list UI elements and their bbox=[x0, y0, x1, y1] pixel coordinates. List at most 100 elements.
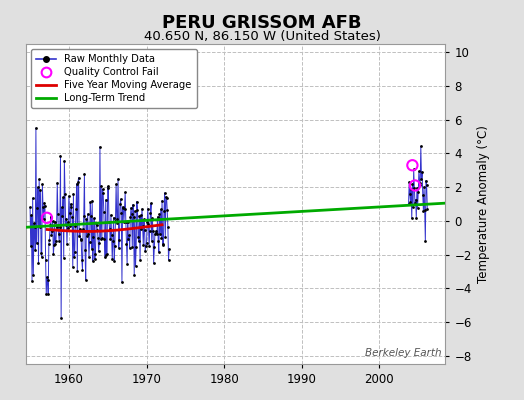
Point bbox=[147, 200, 155, 206]
Point bbox=[55, 238, 63, 244]
Point bbox=[69, 191, 78, 197]
Point bbox=[102, 252, 111, 258]
Point bbox=[140, 216, 148, 222]
Point bbox=[86, 199, 94, 205]
Point bbox=[28, 278, 36, 284]
Point bbox=[50, 219, 59, 226]
Point bbox=[114, 176, 122, 182]
Point bbox=[162, 194, 171, 201]
Point bbox=[157, 235, 166, 241]
Point bbox=[127, 211, 136, 217]
Point bbox=[40, 200, 49, 206]
Point bbox=[117, 210, 125, 216]
Point bbox=[162, 194, 170, 200]
Point bbox=[118, 204, 127, 210]
Point bbox=[41, 257, 50, 264]
Point bbox=[154, 237, 162, 244]
Point bbox=[144, 221, 152, 227]
Point bbox=[413, 204, 422, 211]
Point bbox=[405, 179, 413, 185]
Point bbox=[54, 230, 63, 237]
Point bbox=[160, 190, 169, 196]
Point bbox=[110, 258, 118, 264]
Point bbox=[150, 244, 158, 250]
Point bbox=[411, 200, 419, 207]
Point bbox=[122, 219, 130, 226]
Point bbox=[31, 247, 39, 254]
Point bbox=[146, 228, 154, 234]
Point bbox=[93, 222, 101, 229]
Point bbox=[116, 196, 125, 202]
Point bbox=[66, 210, 74, 216]
Point bbox=[57, 315, 66, 321]
Point bbox=[106, 236, 114, 242]
Point bbox=[104, 185, 113, 191]
Point bbox=[67, 201, 75, 207]
Point bbox=[81, 247, 89, 254]
Point bbox=[116, 201, 124, 208]
Point bbox=[39, 216, 48, 222]
Point bbox=[48, 228, 56, 234]
Point bbox=[411, 196, 420, 203]
Point bbox=[94, 234, 102, 241]
Point bbox=[110, 214, 118, 221]
Point bbox=[96, 236, 105, 242]
Point bbox=[72, 180, 81, 187]
Text: PERU GRISSOM AFB: PERU GRISSOM AFB bbox=[162, 14, 362, 32]
Point bbox=[100, 209, 108, 216]
Point bbox=[157, 206, 165, 213]
Point bbox=[406, 198, 414, 205]
Point bbox=[121, 189, 129, 196]
Point bbox=[138, 223, 147, 229]
Point bbox=[83, 211, 92, 217]
Point bbox=[163, 207, 171, 213]
Point bbox=[155, 249, 163, 255]
Point bbox=[156, 231, 165, 238]
Point bbox=[130, 208, 139, 214]
Point bbox=[36, 224, 44, 230]
Point bbox=[134, 233, 143, 240]
Point bbox=[408, 181, 417, 187]
Point bbox=[108, 238, 117, 244]
Point bbox=[82, 277, 90, 283]
Point bbox=[160, 208, 168, 214]
Point bbox=[100, 236, 108, 242]
Point bbox=[32, 125, 40, 131]
Point bbox=[51, 241, 60, 248]
Point bbox=[91, 251, 100, 257]
Point bbox=[75, 226, 84, 232]
Point bbox=[421, 238, 430, 244]
Point bbox=[108, 256, 116, 262]
Point bbox=[410, 166, 418, 172]
Point bbox=[105, 226, 114, 232]
Point bbox=[105, 219, 113, 226]
Point bbox=[141, 243, 150, 249]
Point bbox=[33, 204, 41, 211]
Point bbox=[73, 268, 82, 274]
Point bbox=[135, 213, 144, 220]
Point bbox=[414, 168, 423, 174]
Point bbox=[97, 235, 106, 241]
Point bbox=[143, 240, 151, 246]
Point bbox=[72, 206, 80, 212]
Point bbox=[89, 234, 97, 240]
Legend: Raw Monthly Data, Quality Control Fail, Five Year Moving Average, Long-Term Tren: Raw Monthly Data, Quality Control Fail, … bbox=[31, 49, 196, 108]
Point bbox=[149, 228, 157, 234]
Point bbox=[416, 182, 424, 188]
Point bbox=[136, 256, 144, 263]
Point bbox=[132, 262, 140, 269]
Point bbox=[405, 201, 413, 207]
Point bbox=[69, 264, 77, 270]
Point bbox=[45, 241, 53, 247]
Point bbox=[71, 249, 79, 255]
Point bbox=[70, 253, 78, 260]
Point bbox=[133, 207, 141, 213]
Point bbox=[99, 190, 107, 196]
Point bbox=[165, 246, 173, 252]
Point bbox=[85, 238, 94, 245]
Point bbox=[158, 197, 166, 204]
Point bbox=[101, 254, 110, 260]
Point bbox=[418, 169, 427, 175]
Point bbox=[407, 186, 416, 192]
Point bbox=[43, 277, 52, 283]
